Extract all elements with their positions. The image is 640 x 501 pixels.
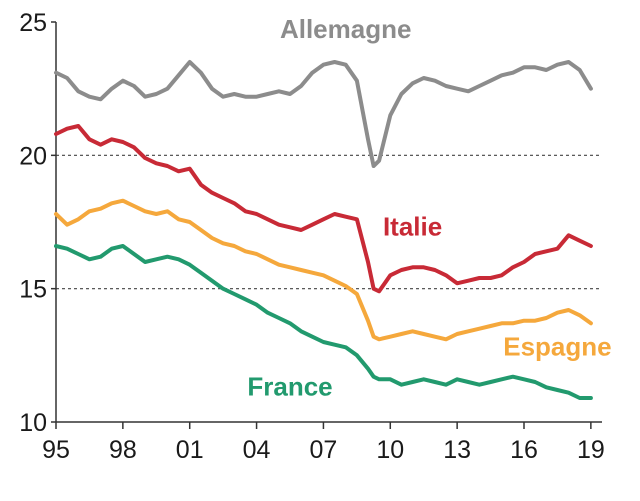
series-line-france — [54, 244, 593, 400]
series-label-italie: Italie — [383, 211, 442, 241]
series-lines — [54, 60, 593, 400]
x-tick-label: 01 — [176, 436, 204, 464]
series-label-allemagne: Allemagne — [280, 14, 412, 44]
x-tick-label: 95 — [42, 436, 70, 464]
x-tick-label: 04 — [243, 436, 271, 464]
x-tick-label: 16 — [510, 436, 538, 464]
y-tick-label: 15 — [19, 276, 47, 304]
series-line-espagne — [54, 198, 593, 342]
x-axis-ticks: 95 98 01 04 07 10 13 16 19 — [42, 422, 605, 464]
series-label-france: France — [247, 371, 332, 401]
series-label-espagne: Espagne — [503, 331, 611, 361]
x-tick-label: 07 — [310, 436, 338, 464]
gridlines — [56, 154, 602, 290]
y-tick-label: 10 — [19, 409, 47, 437]
y-tick-label: 20 — [19, 142, 47, 170]
series-line-italie — [54, 124, 593, 294]
y-axis-ticks: 10 15 20 25 — [19, 9, 56, 437]
x-tick-label: 98 — [109, 436, 137, 464]
series-labels: Allemagne Italie Espagne France — [247, 14, 611, 401]
series-line-allemagne — [54, 60, 593, 168]
y-tick-label: 25 — [19, 9, 47, 37]
x-tick-label: 10 — [376, 436, 404, 464]
axes — [55, 22, 602, 423]
x-tick-label: 13 — [443, 436, 471, 464]
x-tick-label: 19 — [577, 436, 605, 464]
